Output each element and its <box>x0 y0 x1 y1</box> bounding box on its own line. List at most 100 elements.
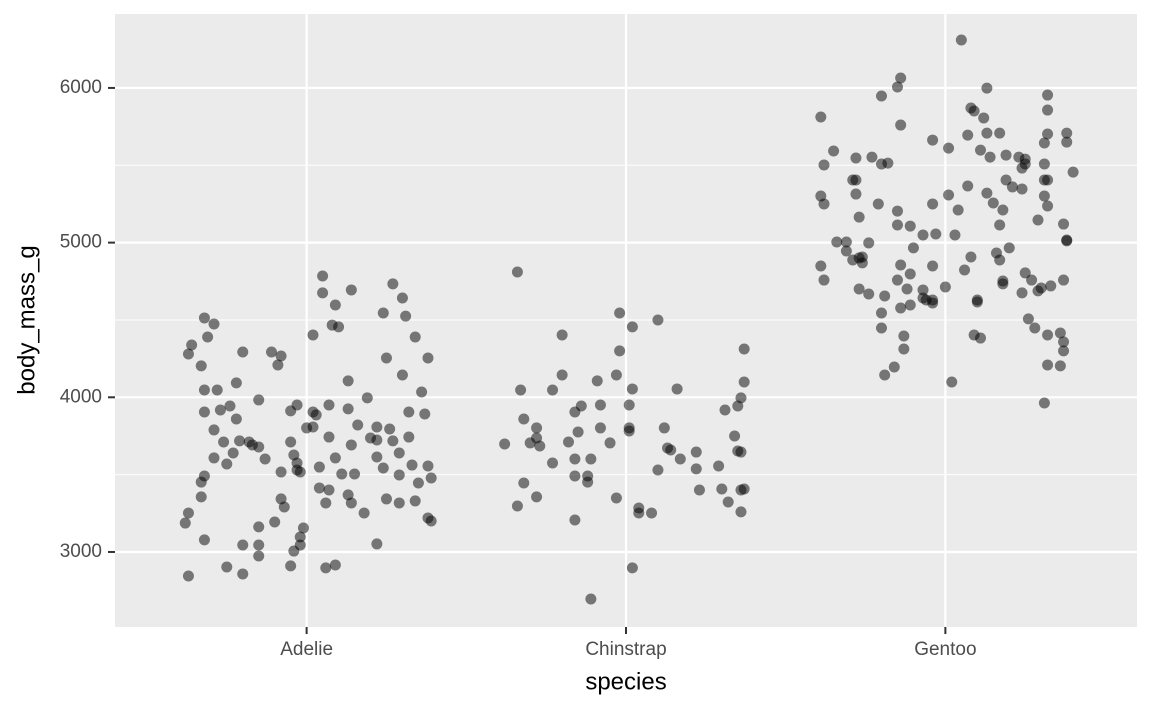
point <box>182 507 194 519</box>
point <box>716 483 728 495</box>
point <box>313 482 325 494</box>
x-tick-label: Chinstrap <box>585 639 666 660</box>
point <box>352 419 364 431</box>
point <box>198 384 210 396</box>
point <box>345 439 357 451</box>
point <box>1058 345 1070 357</box>
point <box>866 151 878 163</box>
point <box>291 399 303 411</box>
point <box>591 375 603 387</box>
point <box>853 211 865 223</box>
point <box>396 292 408 304</box>
point <box>882 157 894 169</box>
point <box>1035 282 1047 294</box>
point <box>1032 214 1044 226</box>
point <box>1054 327 1066 339</box>
point <box>1022 313 1034 325</box>
point <box>1061 136 1073 148</box>
point <box>626 383 638 395</box>
point <box>690 446 702 458</box>
point <box>898 343 910 355</box>
y-tick-label: 5000 <box>60 232 102 253</box>
point <box>393 447 405 459</box>
point <box>310 409 322 421</box>
point <box>930 228 942 240</box>
point <box>320 497 332 509</box>
point <box>658 422 670 434</box>
point <box>524 437 536 449</box>
point <box>515 384 527 396</box>
point <box>671 383 683 395</box>
point <box>422 460 434 472</box>
point <box>569 470 581 482</box>
point <box>227 447 239 459</box>
point <box>237 346 249 358</box>
point <box>329 559 341 571</box>
point <box>610 369 622 381</box>
point <box>400 310 412 322</box>
point <box>610 492 622 504</box>
point <box>237 539 249 551</box>
point <box>1042 89 1054 101</box>
point <box>863 288 875 300</box>
x-axis-title: species <box>585 668 666 695</box>
point <box>895 119 907 131</box>
point <box>895 302 907 314</box>
point <box>729 430 741 442</box>
point <box>230 377 242 389</box>
point <box>323 484 335 496</box>
point <box>994 219 1006 231</box>
y-axis-title: body_mass_g <box>13 245 40 394</box>
point <box>997 278 1009 290</box>
point <box>272 359 284 371</box>
point <box>198 534 210 546</box>
point <box>253 550 265 562</box>
point <box>968 105 980 117</box>
point <box>978 112 990 124</box>
point <box>224 400 236 412</box>
point <box>393 497 405 509</box>
point <box>971 296 983 308</box>
point <box>253 539 265 551</box>
point <box>904 220 916 232</box>
point <box>221 458 233 470</box>
point <box>409 331 421 343</box>
point <box>939 281 951 293</box>
grid <box>115 14 1137 627</box>
point <box>735 506 747 518</box>
point <box>646 507 658 519</box>
point <box>962 129 974 141</box>
point <box>1019 267 1031 279</box>
point <box>365 432 376 444</box>
point <box>208 452 220 464</box>
point <box>1000 174 1012 186</box>
point <box>738 343 750 355</box>
point <box>313 461 325 473</box>
point <box>569 453 581 465</box>
point <box>329 299 341 311</box>
point <box>371 451 383 463</box>
point <box>975 332 987 344</box>
point <box>994 127 1006 139</box>
point <box>294 531 306 543</box>
point <box>901 283 913 295</box>
point <box>349 468 361 480</box>
point <box>840 236 852 248</box>
point <box>572 426 584 438</box>
point <box>623 425 635 437</box>
point <box>665 444 677 456</box>
point <box>898 330 910 342</box>
axes: 3000 4000 5000 6000 Adelie Chinstrap Gentoo <box>60 77 977 660</box>
point <box>336 468 348 480</box>
points <box>179 34 1079 605</box>
point <box>297 522 309 534</box>
point <box>850 188 862 200</box>
point <box>713 460 725 472</box>
point <box>876 90 887 102</box>
point <box>850 152 862 164</box>
point <box>917 284 929 296</box>
point <box>380 352 392 364</box>
point <box>1058 218 1070 230</box>
point <box>891 274 903 286</box>
